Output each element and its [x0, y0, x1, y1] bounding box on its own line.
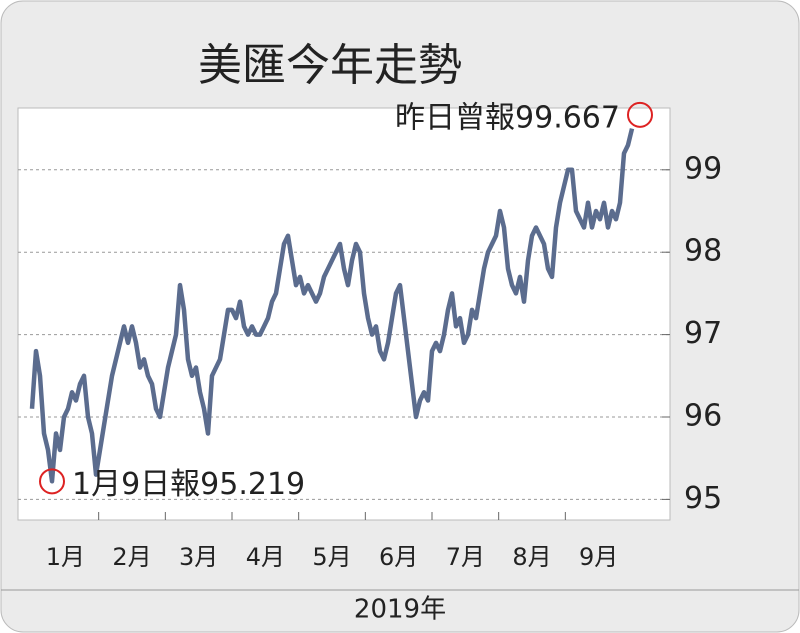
x-tick-label: 5月 — [312, 543, 351, 571]
x-tick-label: 6月 — [379, 543, 418, 571]
annotation-marker — [39, 468, 65, 495]
plot-area — [17, 107, 671, 521]
x-axis-label: 2019年 — [354, 595, 446, 625]
annotation-marker — [627, 101, 653, 128]
x-tick-label: 1月 — [46, 543, 85, 571]
x-tick-label: 4月 — [246, 543, 285, 571]
line — [29, 128, 635, 484]
annotation: 昨日曾報99.667 — [395, 100, 620, 135]
y-tick-label: 95 — [684, 481, 722, 516]
x-tick-label: 2月 — [112, 543, 151, 571]
x-tick-label: 3月 — [179, 543, 218, 571]
chart-title: 美匯今年走勢 — [198, 40, 462, 91]
y-tick-label: 99 — [684, 151, 722, 186]
x-tick-label: 9月 — [579, 543, 618, 571]
y-tick-label: 96 — [684, 399, 722, 434]
y-tick-label: 98 — [684, 234, 722, 269]
x-tick-label: 8月 — [512, 543, 551, 571]
y-tick-label: 97 — [684, 316, 722, 351]
x-tick-label: 7月 — [446, 543, 485, 571]
annotation: 1月9日報95.219 — [72, 467, 305, 502]
